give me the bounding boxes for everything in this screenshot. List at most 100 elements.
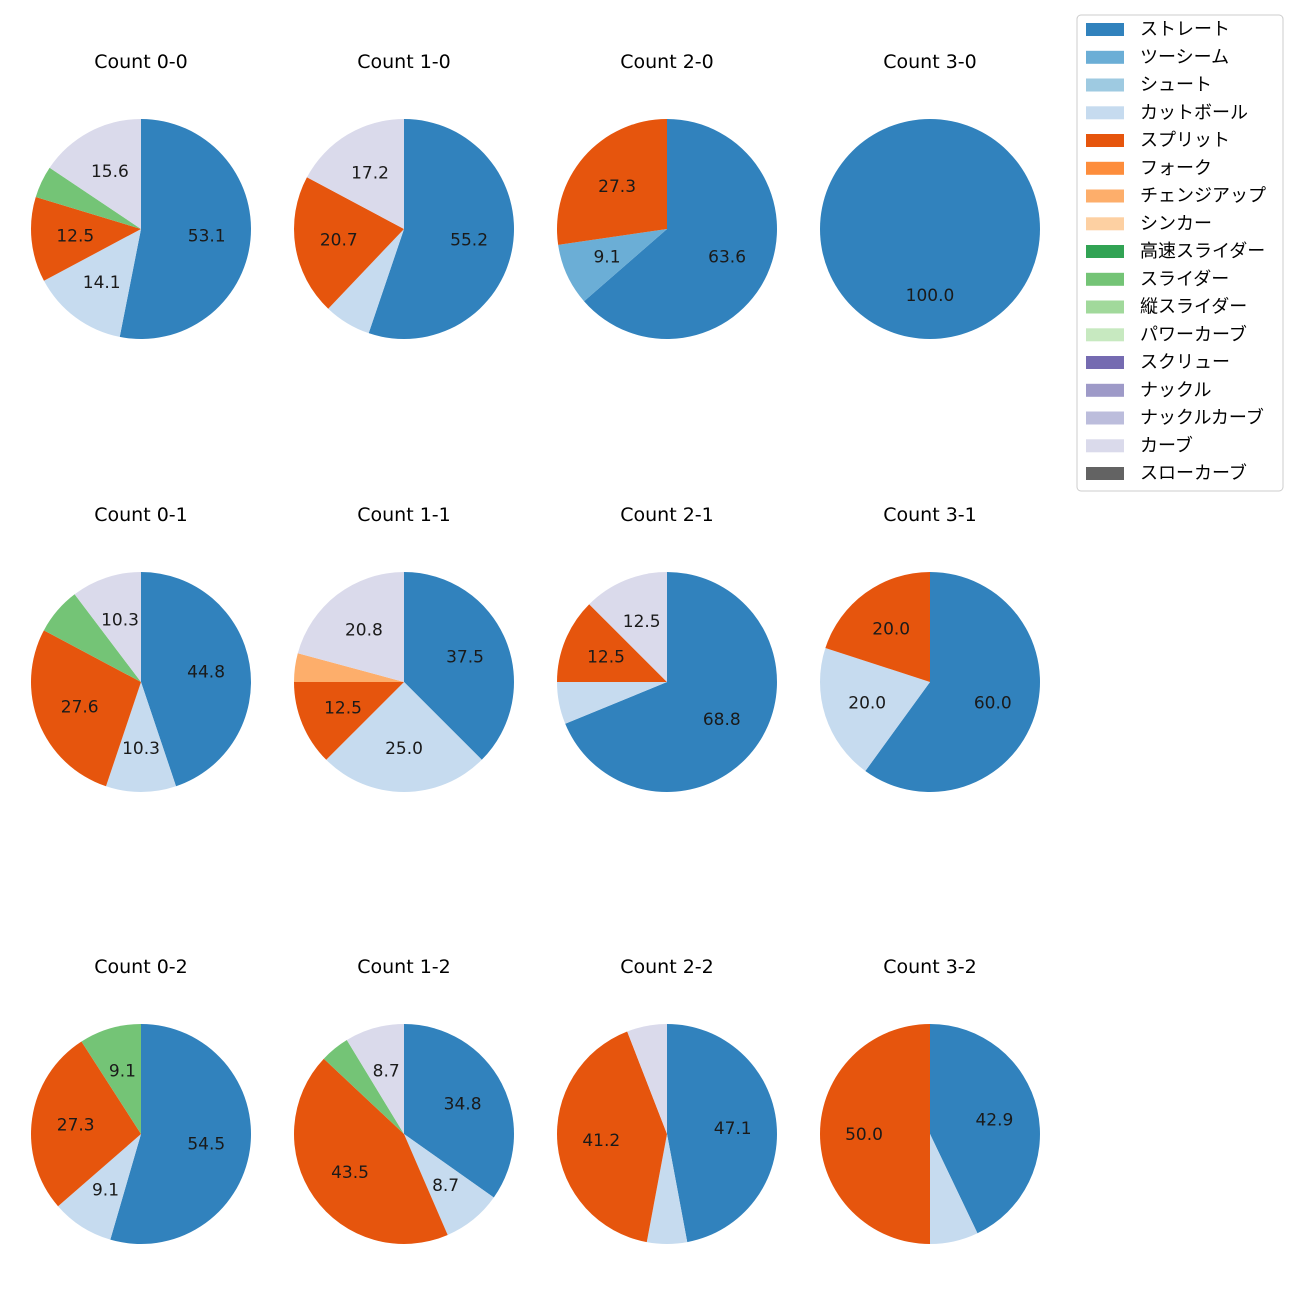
pie-slice — [558, 229, 667, 302]
pie-title: Count 3-0 — [883, 51, 977, 73]
slice-label: 15.6 — [91, 162, 129, 182]
pie-count-2-1: Count 2-1 68.8 12.5 12.5 — [557, 504, 777, 792]
legend-label: ストレート — [1140, 19, 1230, 40]
pie-slice — [326, 682, 482, 792]
pie-slice — [323, 1040, 404, 1134]
legend-label: ナックルカーブ — [1140, 407, 1264, 429]
pie-title: Count 3-2 — [883, 956, 977, 978]
slice-label: 20.0 — [872, 620, 910, 640]
pie-slice — [43, 229, 142, 337]
legend-swatch — [1086, 217, 1124, 231]
pie-slice — [43, 594, 141, 682]
pie-title: Count 0-2 — [94, 956, 188, 978]
legend-label: スローカーブ — [1140, 462, 1247, 484]
legend-swatch — [1086, 161, 1124, 175]
pies-group: Count 0-0 53.1 14.1 12.5 15.6 Count 1-0 55.2 20… — [30, 51, 1040, 1245]
pie-count-1-2: Count 1-2 34.8 8.7 43.5 8.7 — [293, 956, 515, 1244]
pie-slice — [30, 196, 142, 281]
legend-item: スライダー — [1086, 269, 1229, 290]
slice-label: 68.8 — [703, 710, 741, 730]
pie-slice — [565, 572, 777, 792]
legend-swatch — [1086, 78, 1124, 92]
slice-label: 9.1 — [593, 248, 620, 268]
legend-label: フォーク — [1140, 158, 1212, 179]
slice-label: 20.0 — [848, 693, 886, 713]
slice-label: 43.5 — [331, 1163, 369, 1183]
legend: ストレートツーシームシュートカットボールスプリットフォークチェンジアップシンカー… — [1076, 14, 1284, 492]
slice-label: 27.3 — [598, 177, 636, 197]
pie-count-1-1: Count 1-1 37.5 25.0 12.5 20.8 — [294, 504, 514, 792]
slice-label: 44.8 — [187, 662, 225, 682]
pie-slice — [930, 1024, 1040, 1234]
pie-count-3-1: Count 3-1 60.0 20.0 20.0 — [819, 504, 1040, 792]
slice-label: 54.5 — [187, 1134, 225, 1154]
pie-title: Count 3-1 — [883, 504, 977, 526]
legend-label: パワーカーブ — [1140, 323, 1247, 345]
pie-slice — [74, 572, 141, 682]
pie-title: Count 2-2 — [620, 956, 714, 978]
slice-label: 8.7 — [432, 1176, 459, 1196]
pie-slice — [557, 1031, 667, 1243]
pie-slice — [346, 1024, 404, 1134]
pie-slice — [297, 572, 404, 682]
pie-count-3-2: Count 3-2 42.9 50.0 — [820, 956, 1040, 1244]
legend-label: ナックル — [1140, 380, 1211, 401]
pie-title: Count 1-0 — [357, 51, 451, 73]
slice-label: 14.1 — [83, 273, 121, 293]
legend-item: ナックルカーブ — [1086, 407, 1264, 429]
legend-item: スクリュー — [1086, 352, 1230, 373]
legend-label: スライダー — [1140, 269, 1229, 290]
legend-swatch — [1086, 23, 1124, 36]
legend-label: カットボール — [1140, 102, 1248, 123]
legend-label: ツーシーム — [1140, 47, 1229, 68]
pie-title: Count 2-1 — [620, 504, 714, 526]
pie-count-2-2: Count 2-2 47.1 41.2 — [557, 956, 777, 1245]
legend-swatch — [1086, 50, 1124, 64]
pie-slice — [404, 1134, 494, 1235]
legend-label: チェンジアップ — [1140, 186, 1266, 207]
legend-item: シンカー — [1086, 213, 1212, 234]
pie-slice — [930, 1134, 978, 1244]
legend-label: 高速スライダー — [1140, 241, 1265, 262]
pie-slice — [119, 118, 252, 339]
legend-label: 縦スライダー — [1140, 297, 1247, 318]
slice-label: 9.1 — [109, 1062, 136, 1082]
pie-slice — [30, 630, 141, 787]
pie-slice — [589, 572, 667, 682]
pie-count-0-0: Count 0-0 53.1 14.1 12.5 15.6 — [30, 51, 252, 339]
legend-label: カーブ — [1140, 434, 1193, 456]
legend-frame — [1076, 14, 1284, 492]
legend-swatch — [1086, 439, 1124, 453]
pie-slice — [306, 119, 404, 229]
pie-slice — [404, 1024, 515, 1198]
pie-slice — [557, 682, 667, 724]
pie-slice — [404, 572, 514, 760]
pie-count-0-2: Count 0-2 54.5 9.1 27.3 9.1 — [31, 956, 252, 1244]
pie-slice — [584, 119, 778, 339]
legend-swatch — [1086, 328, 1124, 342]
pie-slice — [667, 1024, 777, 1243]
pie-title: Count 1-2 — [357, 956, 451, 978]
pie-title: Count 0-0 — [94, 51, 188, 73]
pie-slice — [293, 1058, 448, 1244]
pie-slice — [110, 1024, 252, 1244]
slice-label: 8.7 — [373, 1061, 400, 1081]
legend-label: スプリット — [1140, 130, 1230, 151]
slice-label: 41.2 — [582, 1131, 620, 1151]
legend-swatch — [1086, 467, 1124, 480]
slice-label: 63.6 — [708, 247, 746, 267]
legend-item: チェンジアップ — [1086, 186, 1266, 207]
pie-count-2-0: Count 2-0 63.6 9.1 27.3 — [557, 51, 778, 339]
legend-item: カーブ — [1086, 434, 1193, 456]
legend-item: パワーカーブ — [1086, 323, 1247, 345]
slice-label: 27.3 — [57, 1116, 95, 1136]
pie-slice — [646, 1134, 688, 1245]
slice-label: 20.7 — [320, 231, 358, 251]
pie-slice — [557, 604, 667, 682]
pie-slice — [825, 572, 930, 682]
legend-swatch — [1086, 106, 1124, 120]
slice-label: 10.3 — [122, 739, 160, 759]
slice-label: 9.1 — [92, 1181, 119, 1201]
slice-label: 100.0 — [906, 286, 955, 306]
